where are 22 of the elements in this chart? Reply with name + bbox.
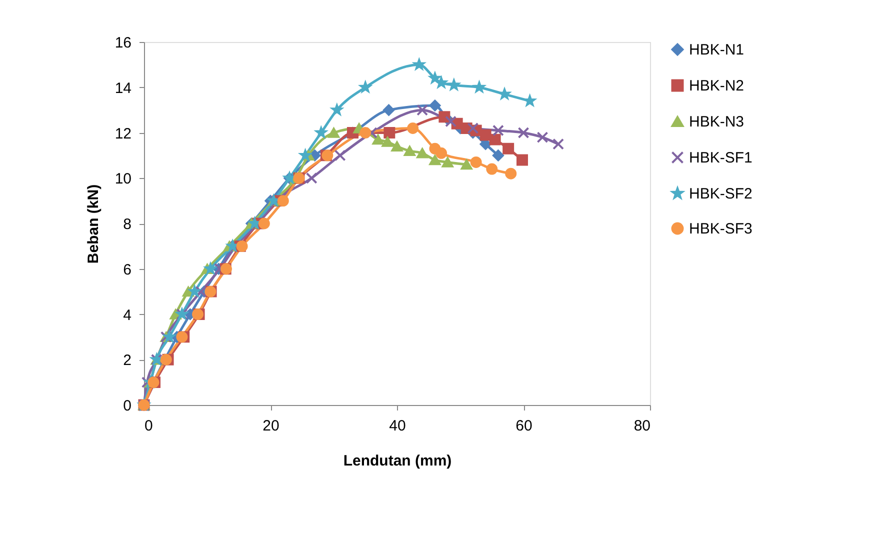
x-tick-label: 0 xyxy=(144,418,153,434)
legend-label: HBK-SF2 xyxy=(689,186,752,202)
y-tick-label: 8 xyxy=(123,216,132,233)
y-tick-label: 16 xyxy=(114,34,132,52)
y-axis-title: Beban (kN) xyxy=(84,184,102,264)
y-tick-label: 0 xyxy=(123,398,132,414)
y-tick-label: 14 xyxy=(114,80,132,97)
y-tick-label: 12 xyxy=(114,125,132,142)
legend-label: HBK-N2 xyxy=(689,78,744,94)
y-tick-label: 4 xyxy=(123,306,132,324)
legend-label: HBK-N3 xyxy=(689,114,744,130)
y-tick-label: 6 xyxy=(123,261,132,278)
y-tick-label: 2 xyxy=(123,352,132,370)
y-tick-label: 10 xyxy=(114,170,132,188)
x-tick-label: 80 xyxy=(634,418,650,434)
legend-label: HBK-SF3 xyxy=(689,220,752,238)
x-axis-title: Lendutan (mm) xyxy=(343,452,452,470)
x-tick-label: 40 xyxy=(389,418,406,434)
x-tick-label: 20 xyxy=(262,418,280,434)
x-tick-label: 60 xyxy=(516,418,532,434)
legend-label: HBK-N1 xyxy=(689,42,744,58)
legend-label: HBK-SF1 xyxy=(689,150,752,166)
